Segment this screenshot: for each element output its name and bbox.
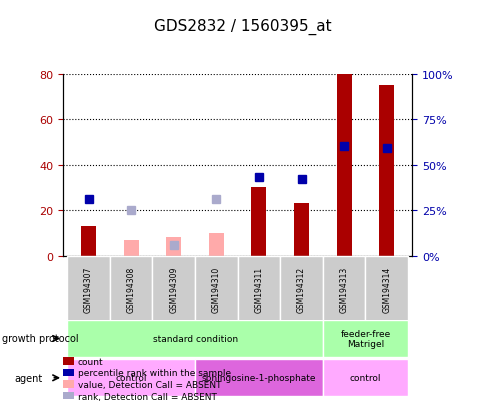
Text: count: count	[77, 357, 103, 366]
Bar	[166, 252, 181, 256]
Text: agent: agent	[15, 373, 43, 383]
Text: GSM194314: GSM194314	[381, 266, 391, 312]
Text: sphingosine-1-phosphate: sphingosine-1-phosphate	[201, 373, 316, 382]
Bar	[209, 233, 223, 256]
Text: feeder-free
Matrigel: feeder-free Matrigel	[340, 329, 390, 348]
FancyBboxPatch shape	[67, 256, 110, 322]
Text: GSM194309: GSM194309	[169, 266, 178, 312]
FancyBboxPatch shape	[280, 256, 322, 322]
Text: control: control	[115, 373, 147, 382]
Bar	[378, 86, 393, 256]
FancyBboxPatch shape	[110, 256, 152, 322]
Text: GSM194310: GSM194310	[212, 266, 220, 312]
FancyBboxPatch shape	[322, 256, 364, 322]
Text: growth protocol: growth protocol	[2, 334, 79, 344]
FancyBboxPatch shape	[152, 256, 195, 322]
FancyBboxPatch shape	[237, 256, 280, 322]
Text: percentile rank within the sample: percentile rank within the sample	[77, 368, 230, 377]
Text: GSM194312: GSM194312	[296, 266, 305, 312]
FancyBboxPatch shape	[195, 359, 322, 396]
Text: GSM194311: GSM194311	[254, 266, 263, 312]
FancyBboxPatch shape	[67, 359, 195, 396]
Bar	[123, 240, 138, 256]
Text: standard condition: standard condition	[152, 334, 237, 343]
FancyBboxPatch shape	[322, 359, 407, 396]
Bar	[166, 238, 181, 256]
Text: GSM194313: GSM194313	[339, 266, 348, 312]
FancyBboxPatch shape	[364, 256, 407, 322]
FancyBboxPatch shape	[322, 320, 407, 357]
FancyBboxPatch shape	[195, 256, 237, 322]
Text: value, Detection Call = ABSENT: value, Detection Call = ABSENT	[77, 380, 221, 389]
Text: control: control	[349, 373, 380, 382]
Bar	[81, 226, 96, 256]
Bar	[293, 204, 308, 256]
Text: GDS2832 / 1560395_at: GDS2832 / 1560395_at	[153, 19, 331, 35]
Text: GSM194307: GSM194307	[84, 266, 93, 312]
Text: rank, Detection Call = ABSENT: rank, Detection Call = ABSENT	[77, 392, 216, 401]
Bar	[251, 188, 266, 256]
Bar	[336, 74, 351, 256]
Text: GSM194308: GSM194308	[126, 266, 136, 312]
FancyBboxPatch shape	[67, 320, 322, 357]
